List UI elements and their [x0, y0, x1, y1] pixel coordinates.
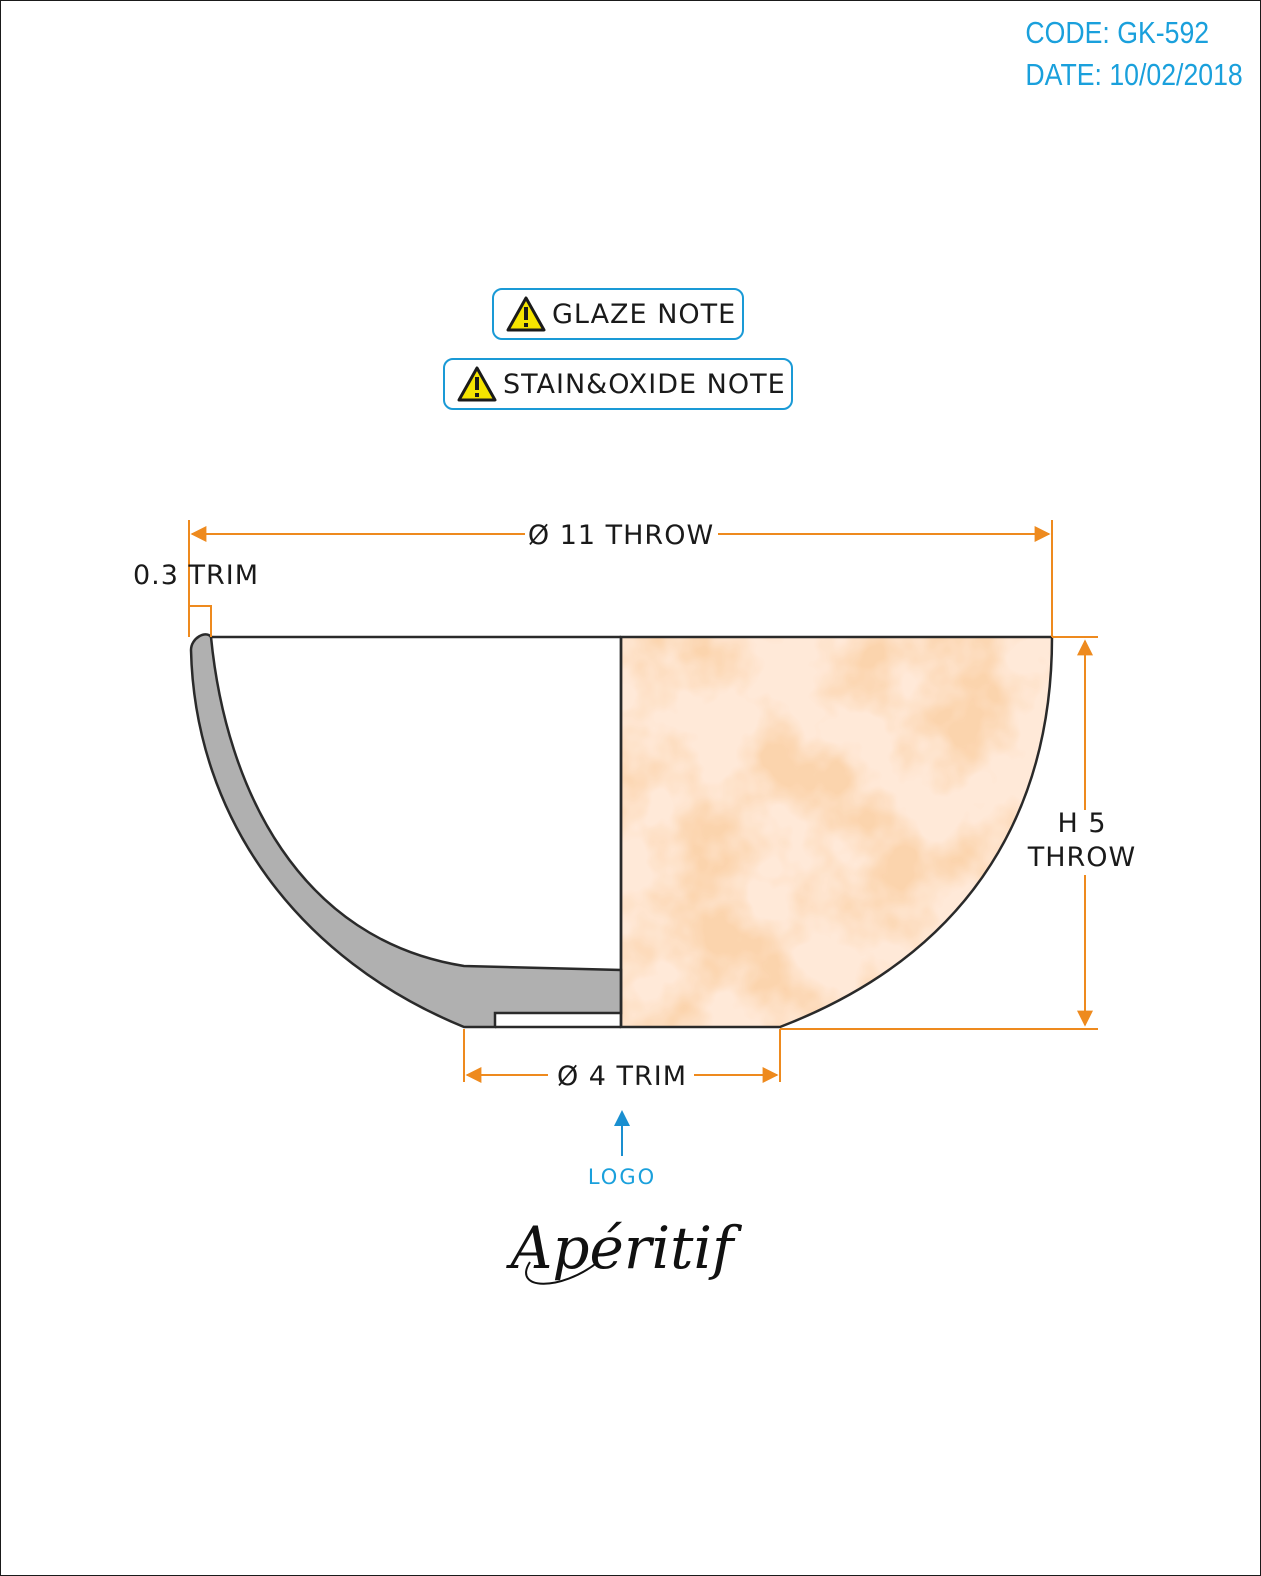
arrow-up-icon	[614, 1110, 630, 1156]
trim-thickness-label: 0.3 TRIM	[133, 560, 259, 591]
date-label: DATE: 10/02/2018	[1025, 57, 1243, 92]
height-label-line2: THROW	[1027, 842, 1137, 873]
diameter-foot-label: Ø 4 TRIM	[557, 1061, 687, 1092]
diameter-foot-dimension: Ø 4 TRIM	[463, 1029, 781, 1092]
diameter-top-dimension: Ø 11 THROW	[188, 520, 1053, 637]
brand-logo: Apéritif	[506, 1214, 743, 1285]
diameter-top-label: Ø 11 THROW	[528, 520, 714, 551]
trim-thickness-dimension: 0.3 TRIM	[133, 560, 259, 637]
logo-label: LOGO	[588, 1165, 656, 1189]
warning-triangle-icon	[506, 296, 546, 332]
height-label-line1: H 5	[1057, 808, 1106, 839]
header-block: CODE: GK-592 DATE: 10/02/2018	[1026, 12, 1243, 96]
height-dimension: H 5 THROW	[780, 636, 1137, 1030]
glaze-note-button[interactable]: GLAZE NOTE	[492, 288, 744, 340]
code-label: CODE: GK-592	[1025, 15, 1210, 50]
stain-oxide-note-label: STAIN&OXIDE NOTE	[503, 368, 786, 400]
glaze-exterior-half	[619, 635, 1054, 1029]
brand-logo-text: Apéritif	[506, 1214, 743, 1282]
warning-triangle-icon	[457, 366, 497, 402]
stain-oxide-note-button[interactable]: STAIN&OXIDE NOTE	[443, 358, 793, 410]
logo-pointer: LOGO	[588, 1110, 656, 1189]
glaze-note-label: GLAZE NOTE	[552, 298, 737, 330]
cross-section-half	[189, 633, 623, 1029]
